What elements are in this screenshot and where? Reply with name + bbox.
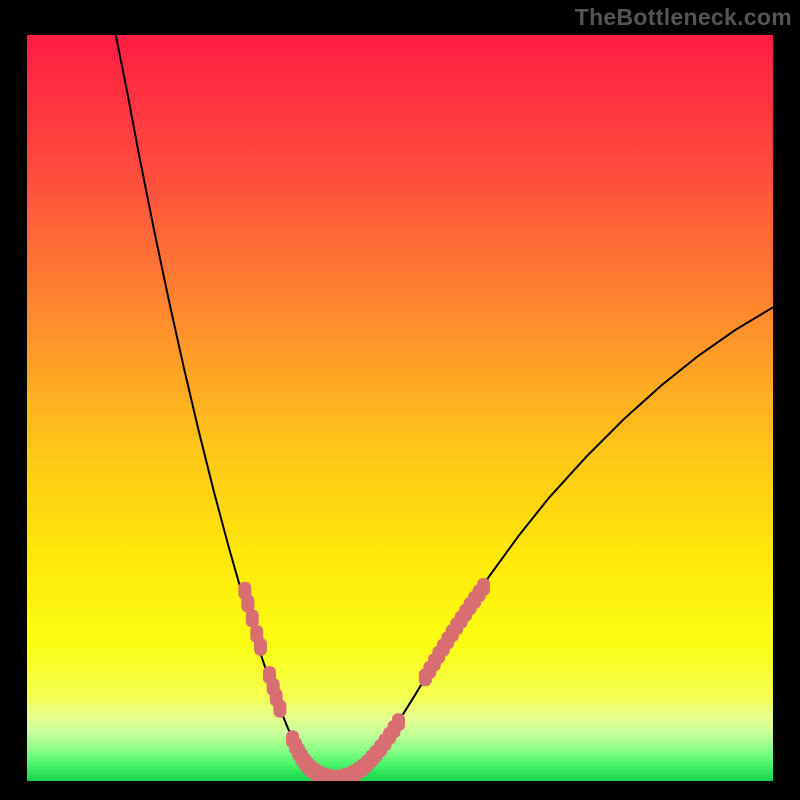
scatter-marker — [477, 578, 490, 596]
scatter-marker — [254, 638, 267, 656]
watermark-text: TheBottleneck.com — [575, 4, 792, 31]
scatter-marker — [246, 609, 259, 627]
v-curve-chart — [27, 35, 773, 781]
chart-container: TheBottleneck.com — [0, 0, 800, 800]
scatter-marker — [273, 700, 286, 718]
scatter-marker — [392, 713, 405, 731]
plot-background — [27, 35, 773, 781]
